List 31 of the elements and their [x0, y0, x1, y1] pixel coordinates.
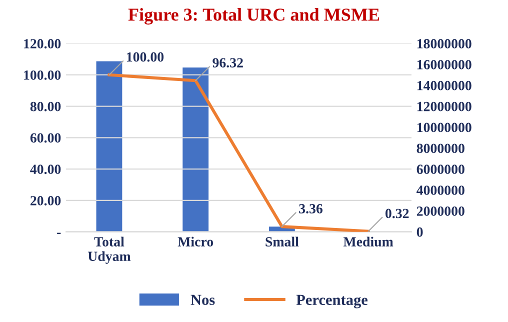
- bar: [182, 68, 209, 232]
- x-tick-label: Small: [266, 236, 299, 246]
- y-tick-label: 60.00: [30, 133, 61, 143]
- data-label: 96.32: [212, 58, 243, 68]
- y2-tick-label: 6000000: [416, 164, 464, 174]
- x-tick-label: Micro: [178, 236, 214, 246]
- y-tick-label: 40.00: [30, 164, 61, 174]
- y2-tick-label: 0: [416, 227, 423, 237]
- legend-label: Percentage: [296, 294, 368, 308]
- y-tick-label: 20.00: [30, 196, 61, 206]
- data-label: 3.36: [299, 204, 323, 214]
- x-tick-label: Total Udyam: [88, 236, 131, 264]
- y-tick-label: 100.00: [24, 70, 61, 80]
- y2-tick-label: 14000000: [417, 80, 472, 90]
- y2-tick-label: 4000000: [416, 186, 464, 195]
- y2-tick-label: 16000000: [417, 60, 472, 70]
- bar: [96, 61, 122, 232]
- chart-title: Figure 3: Total URC and MSME: [128, 8, 380, 25]
- data-label: 100.00: [127, 52, 164, 62]
- y2-tick-label: 10000000: [417, 122, 472, 132]
- y2-tick-label: 18000000: [417, 39, 472, 48]
- y-tick-label: -: [57, 232, 61, 234]
- x-tick-label: Medium: [343, 236, 394, 247]
- y2-tick-label: 12000000: [417, 102, 472, 112]
- y2-tick-label: 2000000: [416, 206, 464, 216]
- data-label: 0.32: [385, 208, 409, 218]
- legend-label: Nos: [190, 294, 215, 306]
- y2-tick-label: 8000000: [416, 144, 464, 154]
- line-series: [108, 73, 370, 232]
- y-tick-label: 80.00: [30, 102, 61, 112]
- y-tick-label: 120.00: [24, 39, 61, 48]
